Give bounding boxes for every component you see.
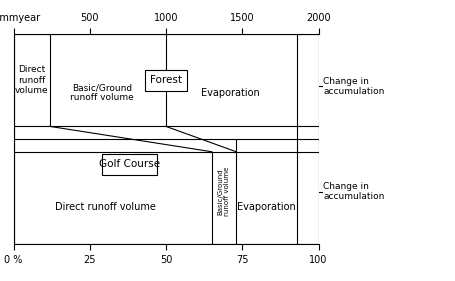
Text: Evaporation: Evaporation: [201, 88, 259, 98]
Text: Direct
runoff
volume: Direct runoff volume: [15, 65, 49, 95]
Bar: [145, 70, 187, 90]
Text: Basic/Ground
runoff volume: Basic/Ground runoff volume: [70, 83, 134, 103]
Text: Change in
accumulation: Change in accumulation: [323, 77, 384, 96]
Bar: [102, 154, 157, 175]
Text: Golf Course: Golf Course: [99, 159, 160, 169]
Text: Change in
accumulation: Change in accumulation: [323, 182, 384, 201]
Text: Direct runoff volume: Direct runoff volume: [55, 201, 156, 212]
Text: Forest: Forest: [150, 75, 182, 85]
Text: Basic/Ground
runoff volume: Basic/Ground runoff volume: [217, 167, 231, 216]
Text: Evaporation: Evaporation: [238, 201, 296, 212]
